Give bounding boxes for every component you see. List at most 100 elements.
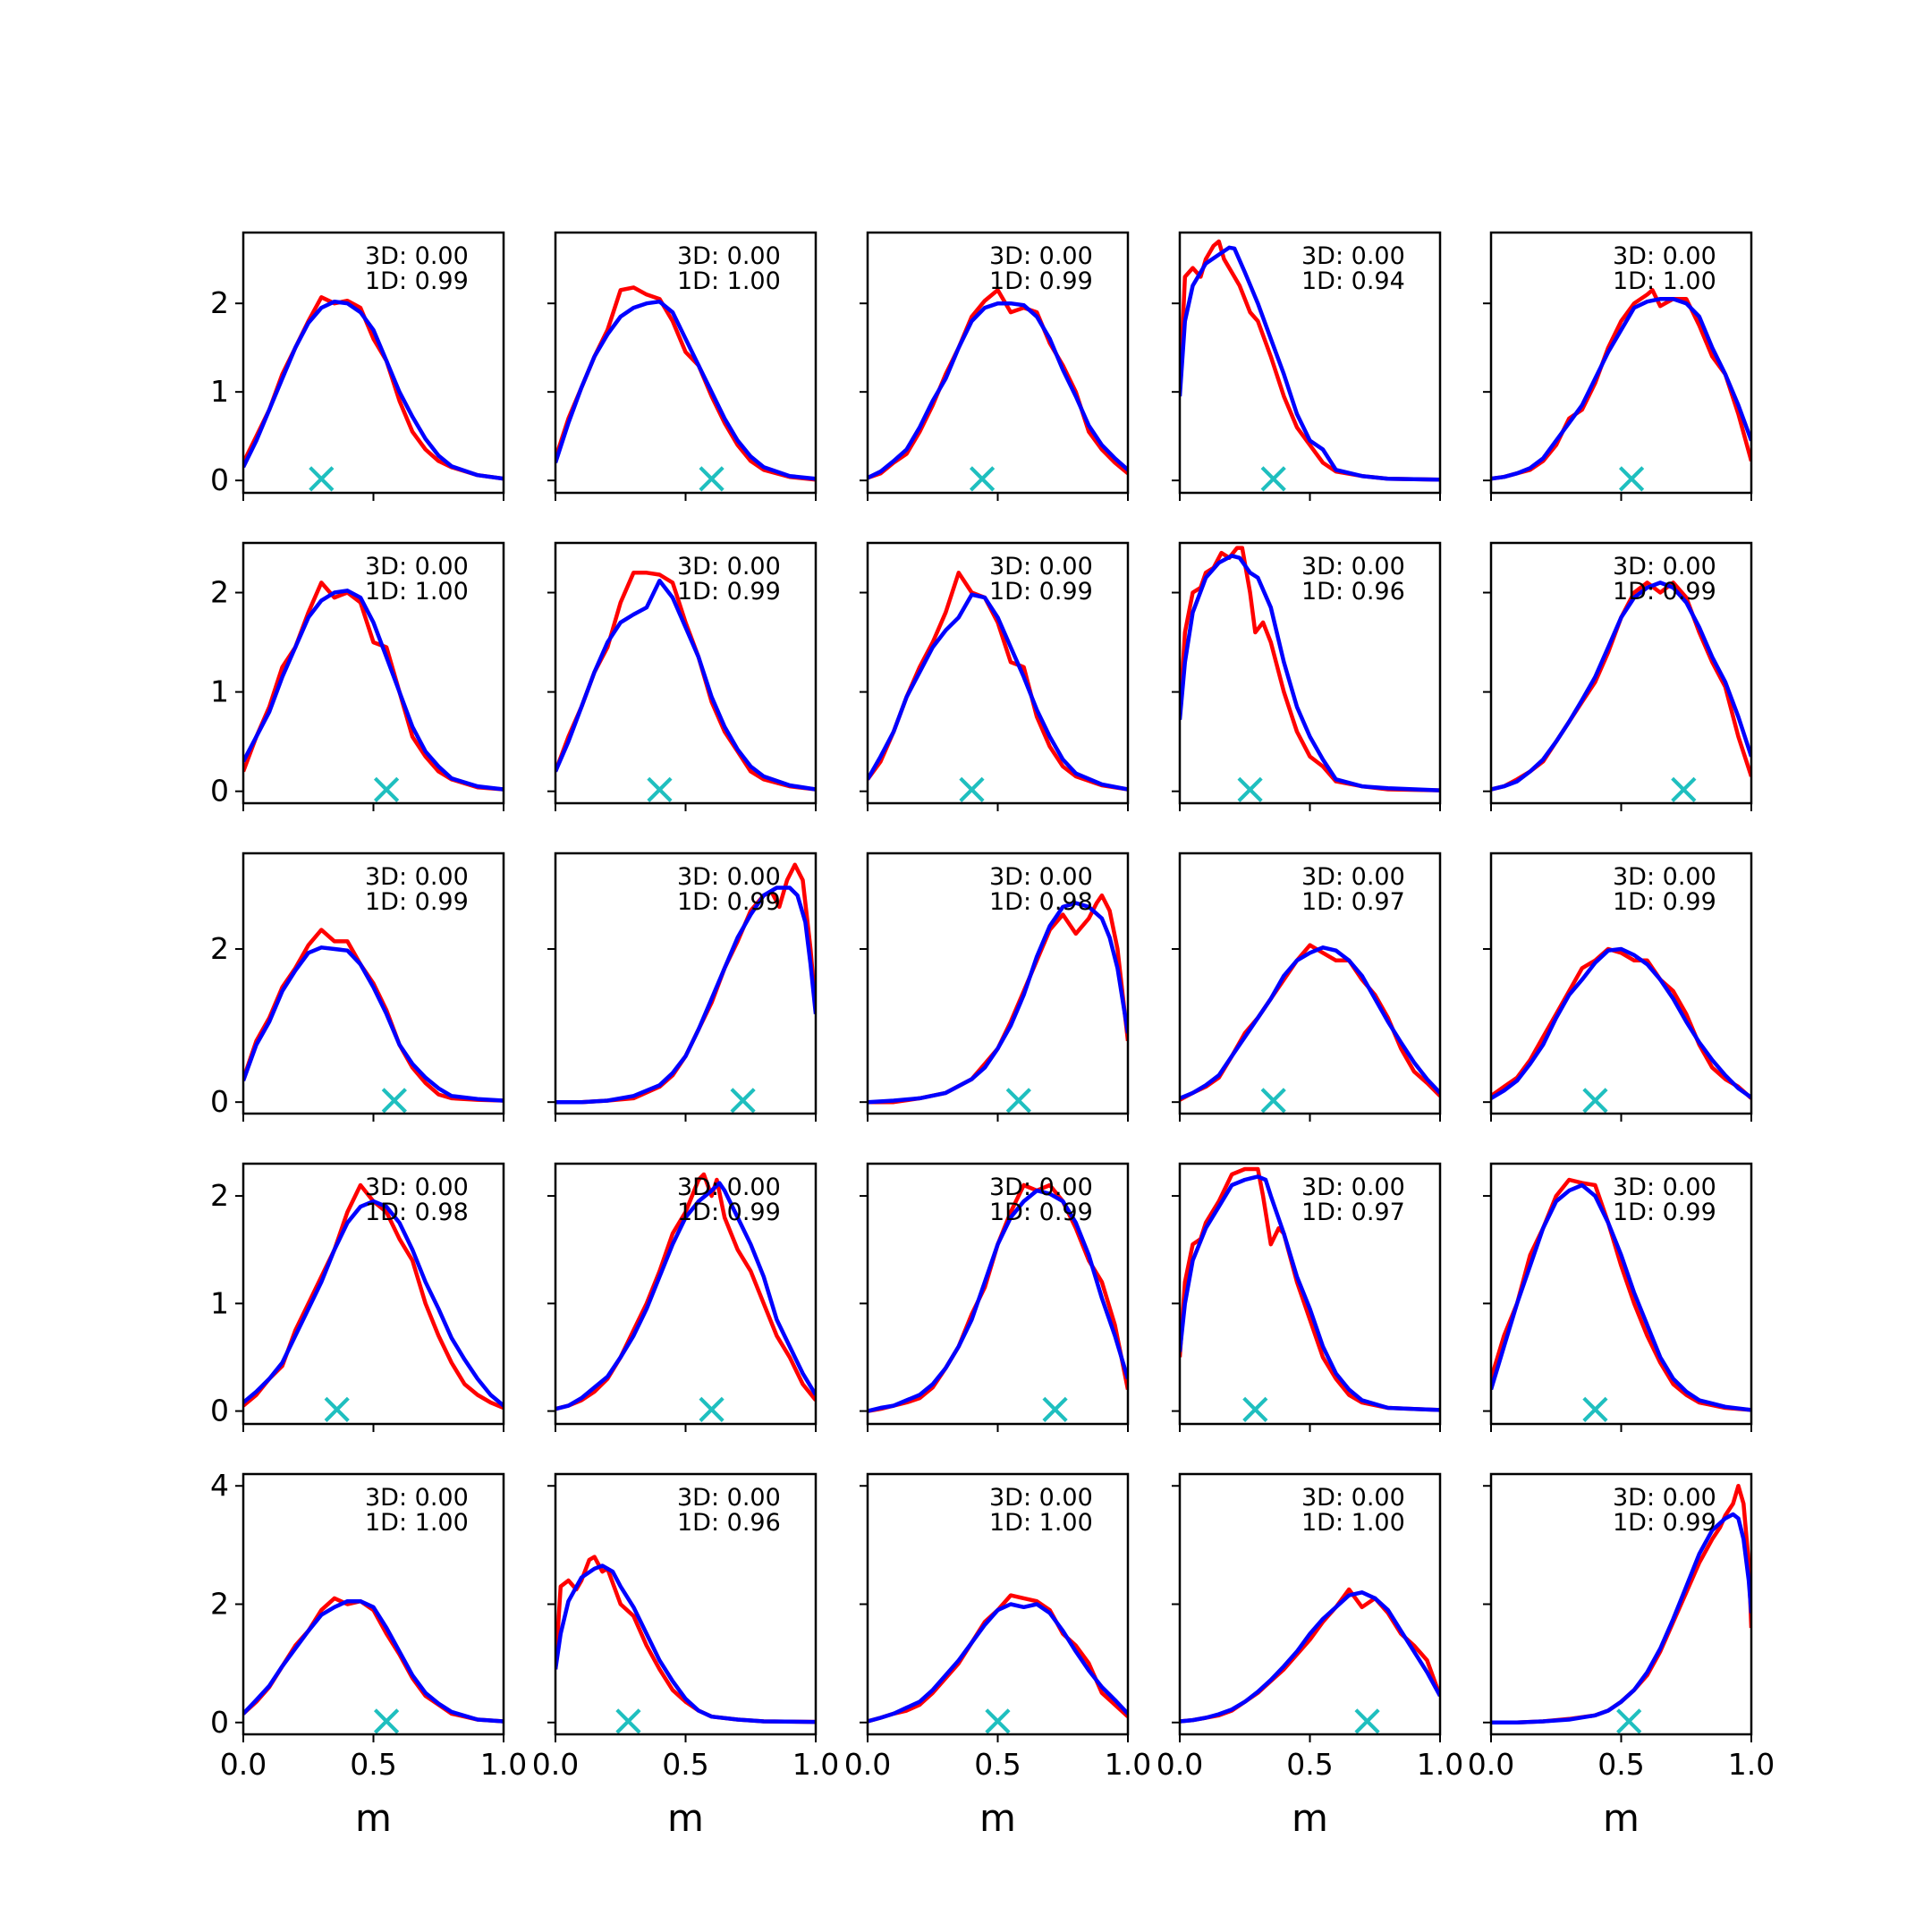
annotation-1d: 1D: 0.96 — [1301, 578, 1405, 606]
annotation-1d: 1D: 0.99 — [989, 267, 1093, 295]
series-blue-line — [243, 589, 504, 792]
annotation-1d: 1D: 0.99 — [1613, 578, 1716, 606]
marker-x: × — [376, 1073, 413, 1125]
annotation-1d: 1D: 0.94 — [1301, 267, 1405, 295]
x-axis-label: m — [667, 1796, 704, 1840]
panel-frame — [242, 1162, 505, 1426]
marker-x: × — [1255, 452, 1292, 504]
panel-frame — [1178, 1162, 1442, 1426]
annotation-1d: 1D: 0.99 — [1613, 888, 1716, 916]
series-blue-line — [555, 1563, 816, 1724]
panel-frame — [554, 852, 818, 1115]
marker-x: × — [318, 1383, 356, 1435]
marker-x: × — [724, 1073, 762, 1125]
series-blue-line — [555, 299, 816, 481]
panel-frame — [554, 1472, 818, 1736]
x-tick-label: 1.0 — [792, 1747, 839, 1782]
series-blue-line — [243, 1598, 504, 1724]
series-blue-line — [1180, 245, 1440, 482]
annotation-3d: 3D: 0.00 — [677, 863, 781, 891]
x-tick-label: 0.5 — [1286, 1747, 1333, 1782]
marker-x: × — [963, 452, 1001, 504]
annotation-1d: 1D: 0.99 — [989, 1199, 1093, 1226]
x-tick-label: 0.5 — [662, 1747, 708, 1782]
y-tick-label: 2 — [210, 931, 229, 966]
marker-x: × — [979, 1694, 1017, 1746]
panel-frame — [866, 231, 1130, 495]
annotation-3d: 3D: 0.00 — [1301, 1484, 1405, 1512]
x-tick-label: 1.0 — [480, 1747, 527, 1782]
series-blue-line — [243, 945, 504, 1103]
marker-x: × — [610, 1694, 648, 1746]
marker-x: × — [1613, 452, 1650, 504]
annotation-3d: 3D: 0.00 — [1613, 553, 1716, 580]
x-tick-label: 0.5 — [974, 1747, 1021, 1782]
marker-x: × — [1255, 1073, 1292, 1125]
annotation-1d: 1D: 1.00 — [677, 267, 781, 295]
panel-frame — [1178, 1472, 1442, 1736]
annotation-1d: 1D: 0.99 — [677, 1199, 781, 1226]
annotation-3d: 3D: 0.00 — [365, 863, 469, 891]
y-tick-label: 2 — [210, 575, 229, 610]
annotation-1d: 1D: 0.98 — [989, 888, 1093, 916]
annotation-1d: 1D: 1.00 — [365, 578, 469, 606]
x-tick-label: 0.0 — [844, 1747, 891, 1782]
annotation-1d: 1D: 1.00 — [365, 1509, 469, 1537]
panel-frame — [1178, 852, 1442, 1115]
annotation-1d: 1D: 0.97 — [1301, 888, 1405, 916]
series-blue-line — [1180, 1174, 1440, 1412]
panel-frame — [1178, 541, 1442, 805]
series-blue-line — [1491, 946, 1751, 1100]
x-tick-label: 1.0 — [1105, 1747, 1151, 1782]
annotation-3d: 3D: 0.00 — [677, 1484, 781, 1512]
marker-x: × — [693, 452, 731, 504]
series-blue-line — [1180, 1590, 1440, 1724]
annotation-3d: 3D: 0.00 — [1301, 863, 1405, 891]
annotation-1d: 1D: 0.99 — [677, 578, 781, 606]
annotation-3d: 3D: 0.00 — [1301, 1174, 1405, 1201]
annotation-1d: 1D: 0.99 — [677, 888, 781, 916]
series-blue-line — [555, 1181, 816, 1411]
series-red-line — [555, 1172, 816, 1411]
y-tick-label: 1 — [210, 374, 229, 409]
x-axis-label: m — [355, 1796, 392, 1840]
series-blue-line — [1180, 554, 1440, 792]
annotation-1d: 1D: 0.99 — [1613, 1199, 1716, 1226]
panel-frame — [866, 541, 1130, 805]
annotation-1d: 1D: 0.99 — [1613, 1509, 1716, 1537]
x-tick-label: 1.0 — [1728, 1747, 1775, 1782]
x-axis-label: m — [1292, 1796, 1328, 1840]
marker-x: × — [368, 1694, 405, 1746]
series-red-line — [243, 580, 504, 792]
x-tick-label: 0.5 — [1597, 1747, 1644, 1782]
annotation-3d: 3D: 0.00 — [1301, 242, 1405, 270]
series-blue-line — [868, 592, 1128, 792]
y-tick-label: 2 — [210, 285, 229, 320]
y-tick-label: 0 — [210, 774, 229, 809]
panel-frame — [1489, 852, 1753, 1115]
marker-x: × — [1349, 1694, 1386, 1746]
panel-frame — [1489, 1162, 1753, 1426]
annotation-3d: 3D: 0.00 — [365, 1484, 469, 1512]
series-blue-line — [1491, 580, 1751, 792]
x-axis-labels: 0.0 0.5 1.0 m 0.0 0.5 1.0 m 0.0 0.5 1.0 m 0.0 0.5 1.0 m… — [220, 1747, 1775, 1840]
panel-frame — [866, 1472, 1130, 1736]
panel-frame — [1489, 231, 1753, 495]
marker-x: × — [640, 763, 678, 815]
annotation-1d: 1D: 0.99 — [365, 267, 469, 295]
